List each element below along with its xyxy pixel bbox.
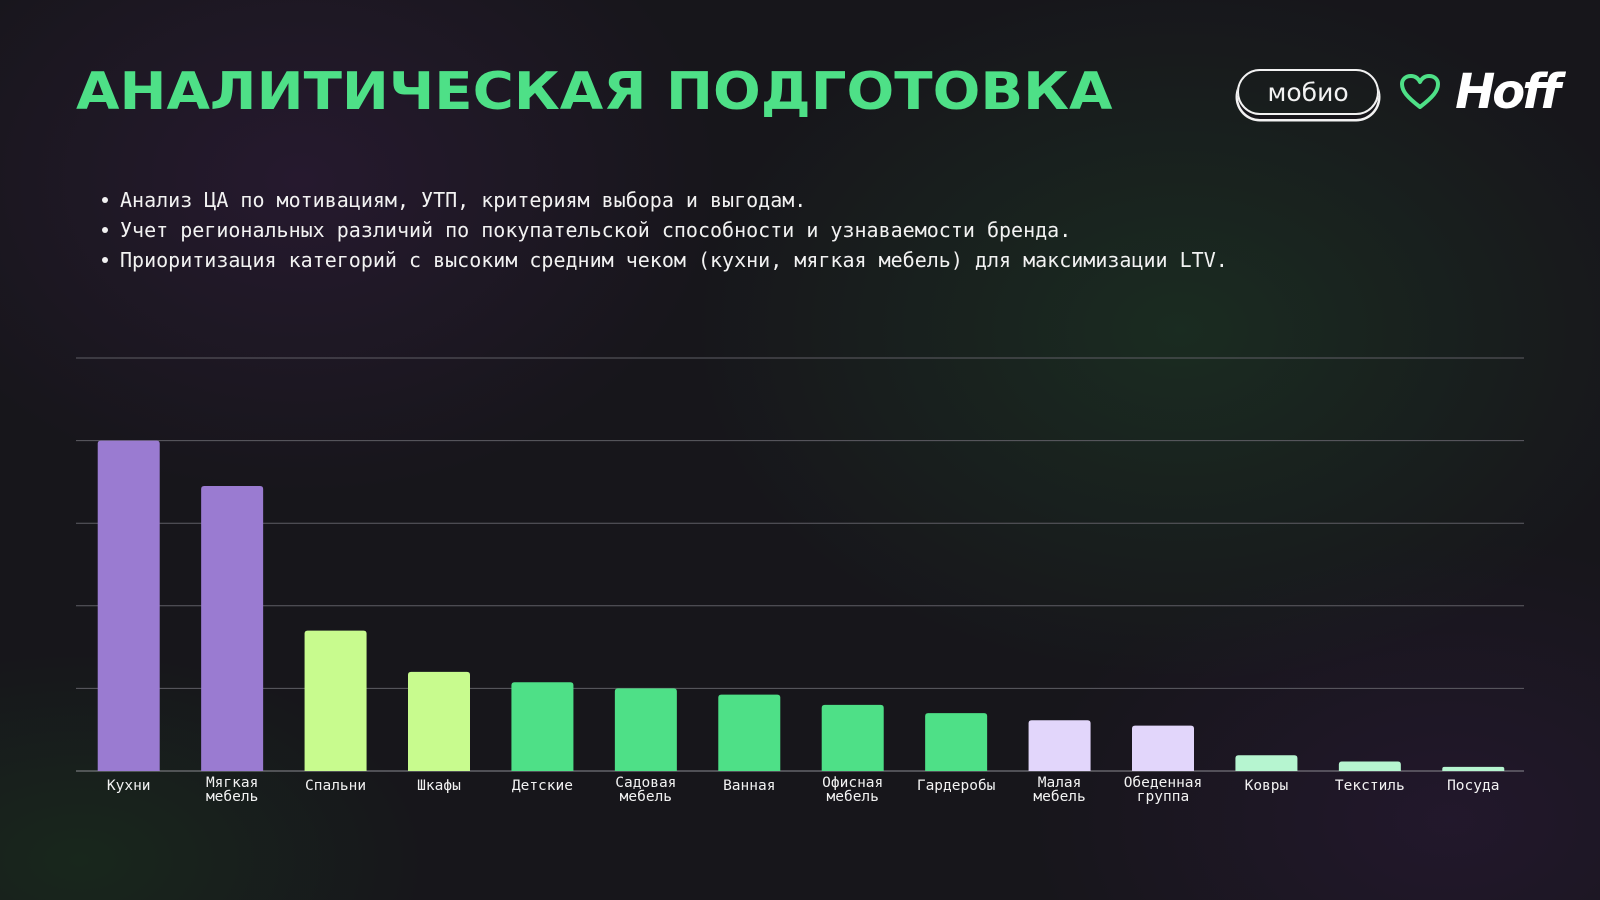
x-tick-label: Садовая мебель [615,775,676,805]
mobio-logo: мобио [1237,69,1380,115]
chart-bar [201,486,264,771]
bullet-list: Анализ ЦА по мотивациям, УТП, критериям … [98,185,1228,275]
bullet-item: Учет региональных различий по покупатель… [98,215,1228,245]
x-tick-label: Детские [512,778,573,794]
x-tick-label: Ковры [1245,778,1289,794]
chart-bar [408,671,470,771]
x-tick-label: Текстиль [1335,778,1405,794]
chart-bar [1338,761,1401,771]
chart-bar [97,440,160,771]
x-tick-label: Малая мебель [1033,775,1085,805]
chart-bar [1028,720,1091,771]
x-tick-label: Гардеробы [917,778,996,794]
chart-bar [821,704,884,771]
chart-bar [614,688,677,771]
chart-bar [304,630,367,771]
x-tick-label: Шкафы [417,778,461,794]
x-tick-label: Спальни [305,778,366,794]
bullet-item: Анализ ЦА по мотивациям, УТП, критериям … [98,185,1228,215]
chart-bar [925,713,988,771]
chart-bar [1235,755,1298,771]
partner-logos: мобио Hoff [1237,64,1561,120]
page-title: АНАЛИТИЧЕСКАЯ ПОДГОТОВКА [76,62,1113,122]
chart-bar [1132,725,1194,771]
x-tick-label: Обеденная группа [1124,775,1203,805]
heart-icon [1400,74,1441,109]
bullet-item: Приоритизация категорий с высоким средни… [98,245,1228,275]
chart-bar [511,682,574,771]
chart-bar [1442,766,1505,771]
x-tick-label: Мягкая мебель [206,775,258,805]
x-tick-label: Кухни [107,778,151,794]
hoff-logo: Hoff [1455,64,1561,120]
x-tick-label: Ванная [723,778,775,794]
chart-bar [718,694,781,771]
x-tick-label: Посуда [1447,778,1499,794]
x-tick-label: Офисная мебель [822,775,883,805]
